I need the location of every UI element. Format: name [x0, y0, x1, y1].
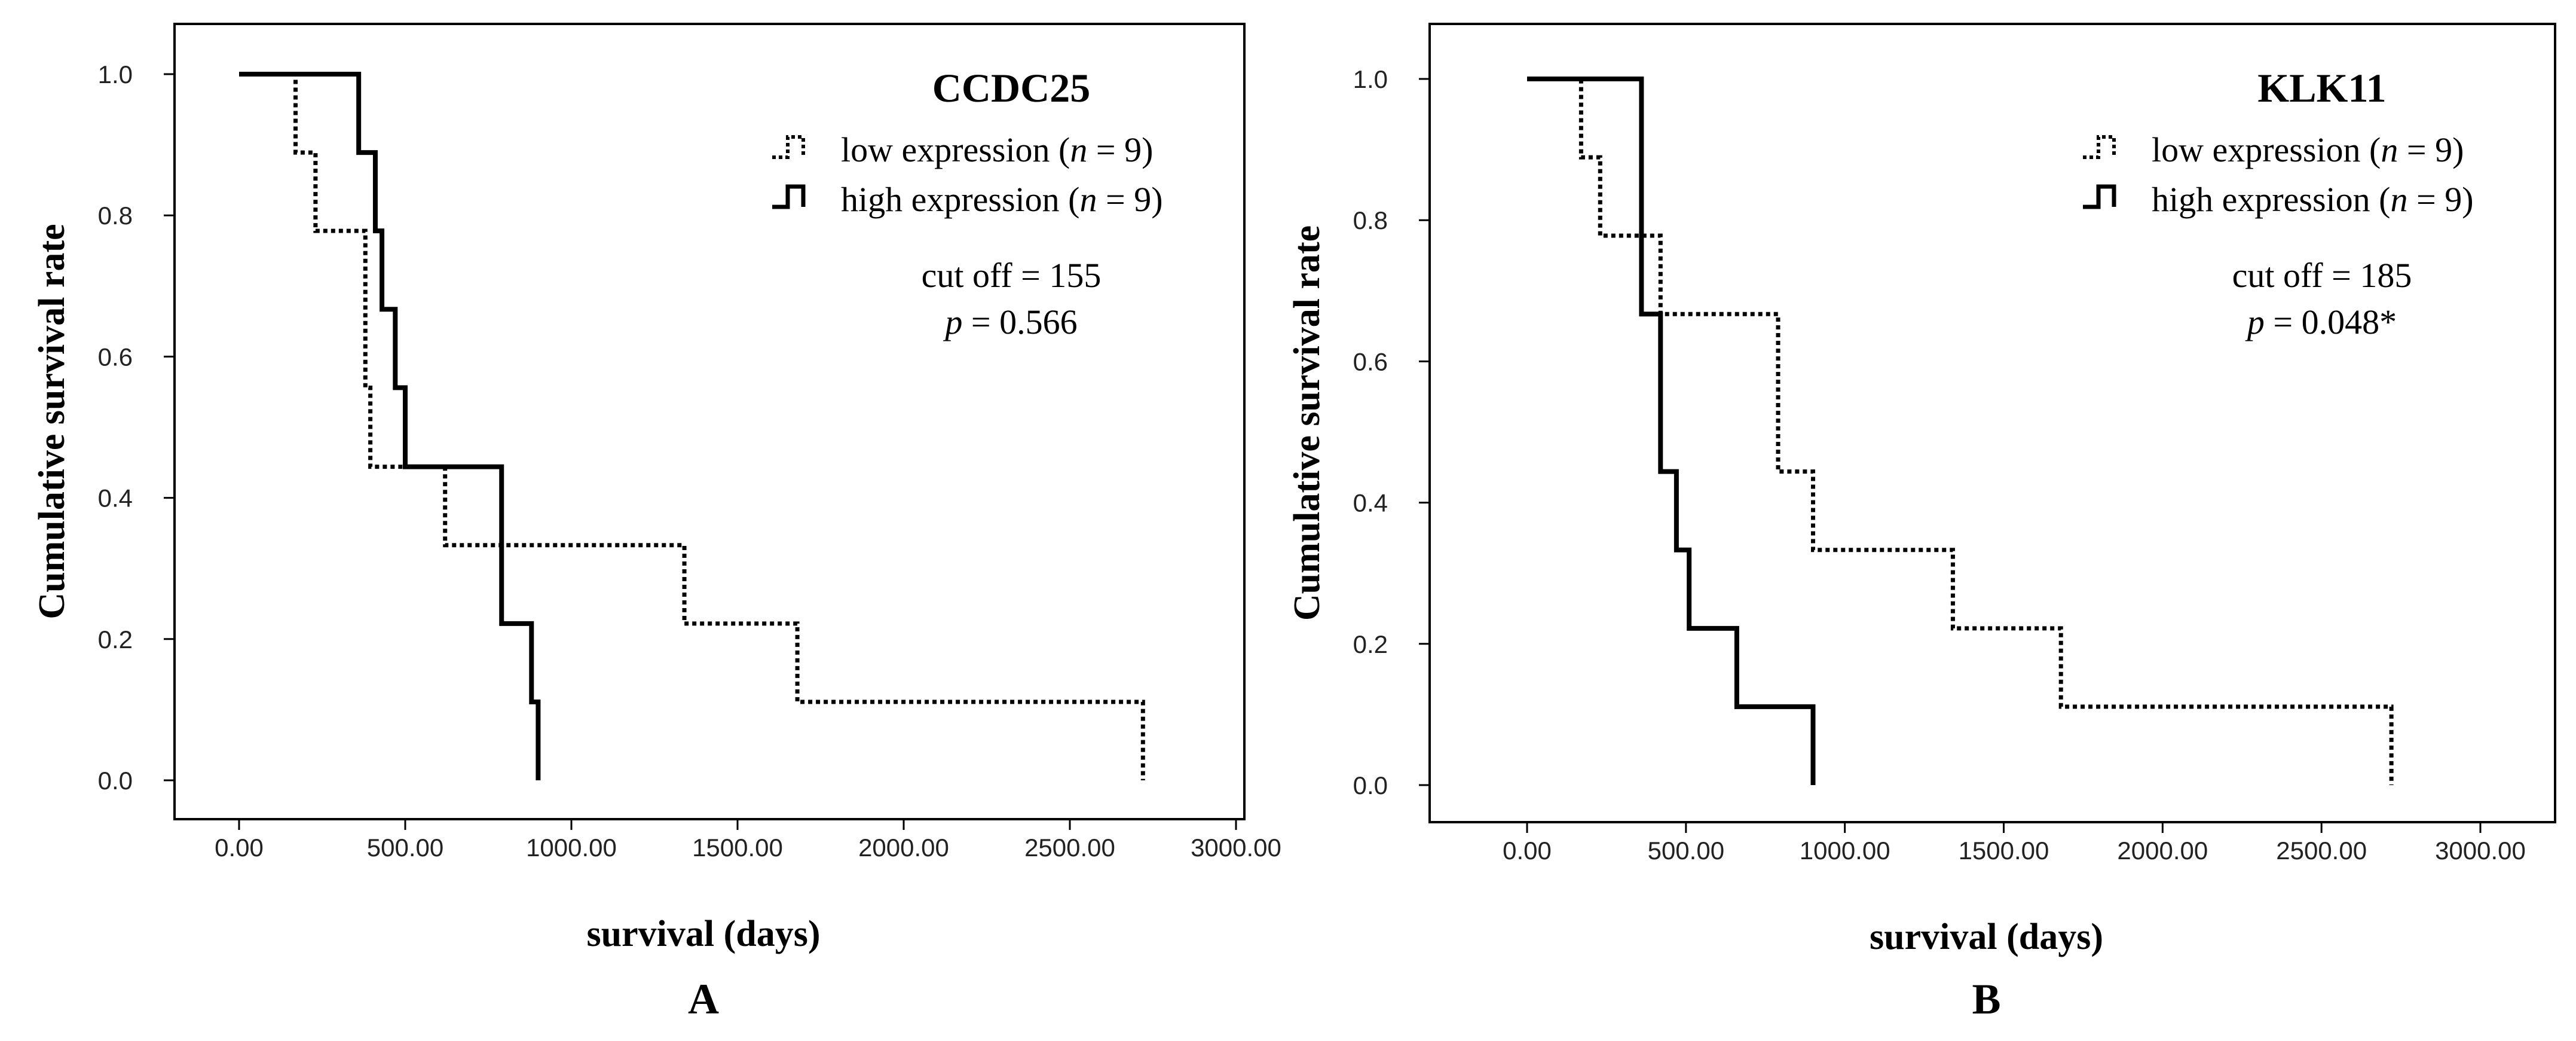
p-value-text: p = 0.048*	[2245, 303, 2397, 341]
x-tick-label: 3000.00	[1191, 834, 1281, 862]
x-tick-label: 3000.00	[2435, 837, 2526, 865]
y-tick-label: 0.0	[98, 767, 133, 795]
y-tick-label: 0.4	[98, 484, 133, 512]
legend-entry-prefix: high expression (	[2152, 180, 2391, 219]
p-value-number: = 0.048*	[2265, 303, 2397, 341]
km-curve-high-expression	[1527, 77, 1816, 785]
y-axis-label: Cumulative survival rate	[32, 224, 72, 619]
plot-frame	[1428, 23, 2556, 823]
p-value-symbol: p	[943, 303, 962, 341]
x-tick-label: 1500.00	[692, 834, 783, 862]
x-tick-label: 1000.00	[1800, 837, 1890, 865]
legend-entry: low expression (n = 9)	[841, 130, 1153, 169]
legend-entry: high expression (n = 9)	[841, 180, 1163, 219]
y-tick-label: 1.0	[98, 60, 133, 88]
km-curve-low-expression	[239, 72, 1145, 780]
y-tick-label: 0.6	[1353, 347, 1388, 376]
x-tick-label: 2000.00	[2117, 837, 2208, 865]
legend-entry-n: n	[1070, 130, 1087, 169]
legend-entry-prefix: low expression (	[2152, 130, 2381, 169]
legend-entry-n: n	[2391, 180, 2408, 219]
x-tick-label: 1500.00	[1959, 837, 2049, 865]
chart-title: KLK11	[2257, 65, 2386, 111]
p-value-number: = 0.566	[962, 303, 1077, 341]
panel-label: A	[688, 975, 719, 1023]
y-tick-label: 0.2	[1353, 630, 1388, 658]
y-tick-label: 0.4	[1353, 489, 1388, 517]
legend-entry-suffix: = 9)	[2398, 130, 2464, 169]
x-tick-label: 500.00	[1648, 837, 1724, 865]
x-axis-label: survival (days)	[1870, 917, 2103, 957]
y-tick-label: 0.2	[98, 625, 133, 654]
legend-entry-n: n	[1080, 180, 1097, 219]
chart-title: CCDC25	[932, 65, 1090, 111]
legend-swatch-high-expression	[2083, 184, 2116, 209]
x-tick-label: 500.00	[367, 834, 443, 862]
x-tick-label: 2500.00	[2276, 837, 2367, 865]
y-tick-label: 0.8	[1353, 206, 1388, 234]
legend-entry: low expression (n = 9)	[2152, 130, 2464, 169]
cutoff-text: cut off = 185	[2232, 256, 2412, 295]
x-tick-label: 2000.00	[858, 834, 949, 862]
x-tick-label: 2500.00	[1024, 834, 1115, 862]
km-curve-high-expression	[239, 72, 541, 780]
legend-swatch-low-expression	[2083, 135, 2116, 159]
y-tick-label: 1.0	[1353, 65, 1388, 93]
panel-b: 0.0 0.2 0.4 0.6 0.8 1.0 0.00 500.00 1000.00 1500.…	[1287, 23, 2556, 1023]
legend-entry-n: n	[2381, 130, 2398, 169]
y-tick-label: 0.6	[98, 343, 133, 371]
x-tick-label: 0.00	[215, 834, 264, 862]
p-value-symbol: p	[2245, 303, 2265, 341]
legend-entry-suffix: = 9)	[1087, 130, 1153, 169]
panel-a: 0.0 0.2 0.4 0.6 0.8 1.0 0.00 500.00 1000.00 1500.…	[32, 23, 1281, 1023]
legend-swatch-low-expression	[772, 135, 805, 159]
y-axis-label: Cumulative survival rate	[1287, 225, 1327, 621]
plot-frame	[173, 23, 1246, 820]
y-tick-label: 0.0	[1353, 771, 1388, 799]
x-axis-label: survival (days)	[587, 914, 821, 954]
legend-entry-suffix: = 9)	[1097, 180, 1163, 219]
y-tick-label: 0.8	[98, 202, 133, 230]
panel-label: B	[1972, 975, 2000, 1023]
x-tick-label: 1000.00	[526, 834, 617, 862]
p-value-text: p = 0.566	[943, 303, 1077, 341]
legend-swatch-high-expression	[772, 184, 806, 209]
legend-entry: high expression (n = 9)	[2152, 180, 2474, 219]
legend-entry-prefix: high expression (	[841, 180, 1080, 219]
legend-entry-prefix: low expression (	[841, 130, 1070, 169]
cutoff-text: cut off = 155	[922, 256, 1102, 295]
legend-entry-suffix: = 9)	[2408, 180, 2474, 219]
x-tick-label: 0.00	[1503, 837, 1552, 865]
